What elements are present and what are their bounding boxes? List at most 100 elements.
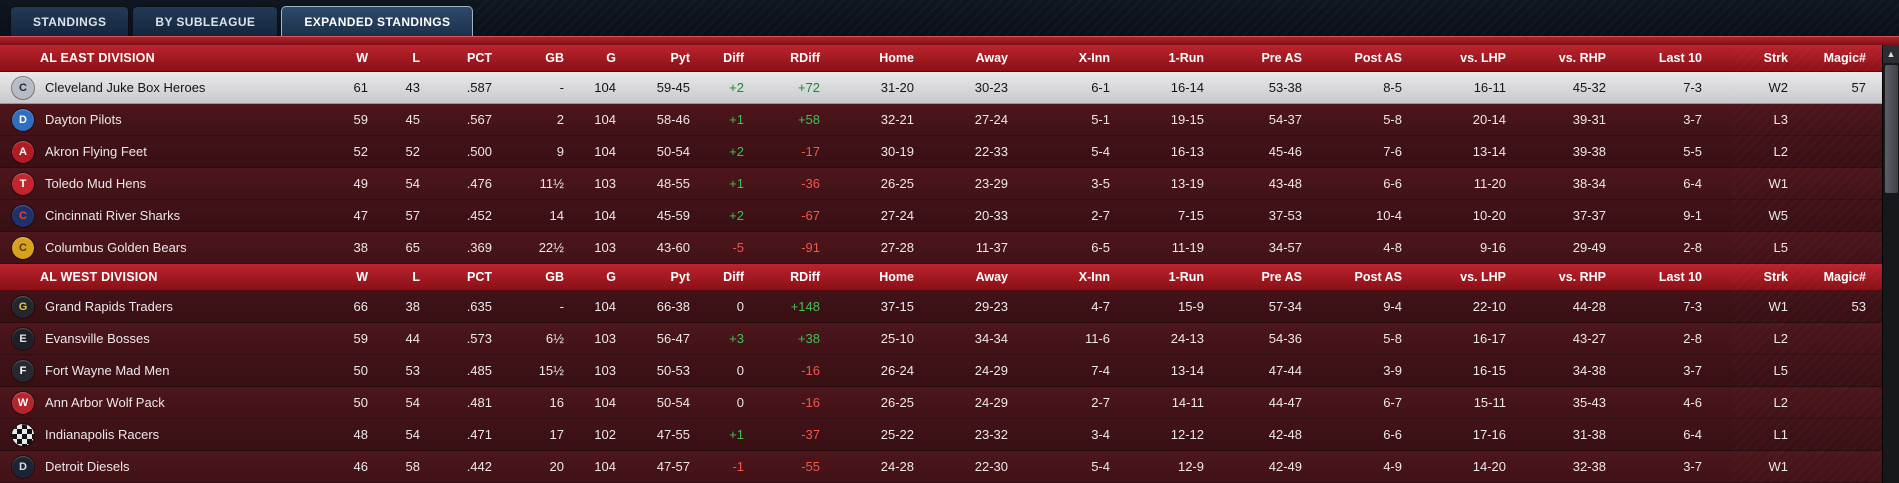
team-cell: D Dayton Pilots [0,104,332,135]
stat-vsrhp: 31-38 [1572,427,1606,442]
stat-g: 103 [594,363,616,378]
stat-away: 24-29 [974,395,1008,410]
stat-last10: 6-4 [1683,427,1702,442]
team-row[interactable]: F Fort Wayne Mad Men 50 53 .485 15½ 103 50-53 0 -… [0,355,1882,387]
stat-preas: 44-47 [1268,395,1302,410]
stat-magic [1804,136,1882,167]
column-header-diff: Diff [723,270,744,284]
stat-diff: 0 [736,363,744,378]
stat-last10: 3-7 [1683,459,1702,474]
stat-postas: 6-7 [1383,395,1402,410]
stat-w: 52 [353,144,368,159]
team-row[interactable]: T Toledo Mud Hens 49 54 .476 11½ 103 48-55 +1 -36… [0,168,1882,200]
team-logo-icon: C [12,204,34,227]
team-row[interactable]: E Evansville Bosses 59 44 .573 6½ 103 56-47 +3 +3… [0,323,1882,355]
stat-gb: 20 [549,459,564,474]
team-row[interactable]: D Dayton Pilots 59 45 .567 2 104 58-46 +1 +58 32-2… [0,104,1882,136]
stat-rdiff: -91 [801,240,820,255]
scrollbar[interactable]: ▲ [1882,45,1899,483]
stat-last10: 5-5 [1683,144,1702,159]
team-row[interactable]: A Akron Flying Feet 52 52 .500 9 104 50-54 +2 -17… [0,136,1882,168]
stat-g: 103 [594,331,616,346]
column-header-pre-as: Pre AS [1261,51,1302,65]
stat-gb: 14 [549,208,564,223]
team-row[interactable]: C Columbus Golden Bears 38 65 .369 22½ 103 43-6… [0,232,1882,264]
stat-gb: 2 [556,112,564,127]
stat-vslhp: 16-17 [1472,331,1506,346]
stat-strk: L2 [1773,144,1788,159]
standings-table: AL EAST DIVISION W L PCT GB G Pyt Diff RDiff Home… [0,45,1882,483]
stat-pct: .587 [466,80,492,95]
column-header-vs-lhp: vs. LHP [1460,270,1506,284]
stat-diff: +2 [729,80,744,95]
team-row[interactable]: G Grand Rapids Traders 66 38 .635 - 104 66-38 0 +… [0,291,1882,323]
scrollbar-thumb[interactable] [1884,65,1898,193]
stat-pyt: 47-55 [656,427,690,442]
team-logo-icon: T [12,172,34,195]
stat-onerun: 16-13 [1170,144,1204,159]
team-row[interactable]: C Cincinnati River Sharks 47 57 .452 14 104 45-… [0,200,1882,232]
column-header-1-run: 1-Run [1168,51,1204,65]
team-row[interactable]: Indianapolis Racers 48 54 .471 17 102 47-55 +1 -… [0,419,1882,451]
column-header-away: Away [975,51,1008,65]
stat-xinn: 2-7 [1091,208,1110,223]
stat-pyt: 47-57 [656,459,690,474]
stat-xinn: 6-5 [1091,240,1110,255]
column-header-pct: PCT [467,51,492,65]
stat-pyt: 59-45 [656,80,690,95]
column-header-home: Home [879,270,914,284]
stat-magic [1804,104,1882,135]
stat-l: 54 [405,427,420,442]
stat-pct: .567 [466,112,492,127]
scroll-up-arrow[interactable]: ▲ [1882,45,1899,63]
stat-postas: 6-6 [1383,427,1402,442]
stat-diff: +1 [729,427,744,442]
column-header-strk: Strk [1763,270,1788,284]
stat-away: 29-23 [974,299,1008,314]
team-row[interactable]: C Cleveland Juke Box Heroes 61 43 .587 - 104 59… [0,72,1882,104]
stat-gb: 16 [549,395,564,410]
column-header-gb: GB [545,270,564,284]
stat-diff: +1 [729,176,744,191]
stat-home: 31-20 [880,80,914,95]
tab-by-subleague[interactable]: BY SUBLEAGUE [132,6,279,36]
team-row[interactable]: W Ann Arbor Wolf Pack 50 54 .481 16 104 50-54 0 -… [0,387,1882,419]
stat-rdiff: +38 [797,331,820,346]
column-header-pyt: Pyt [670,270,690,284]
team-logo-icon: A [12,140,34,163]
stat-preas: 37-53 [1268,208,1302,223]
column-header-vs-lhp: vs. LHP [1460,51,1506,65]
stat-w: 46 [353,459,368,474]
team-logo-icon: G [12,295,34,318]
stat-w: 38 [353,240,368,255]
team-row[interactable]: D Detroit Diesels 46 58 .442 20 104 47-57 -1 -55 2… [0,451,1882,483]
stat-l: 43 [405,80,420,95]
stat-g: 103 [594,240,616,255]
stat-vslhp: 17-16 [1472,427,1506,442]
stat-diff: +2 [729,208,744,223]
tab-expanded-standings[interactable]: EXPANDED STANDINGS [281,6,474,36]
division-header-row: AL WEST DIVISION W L PCT GB G Pyt Diff RDiff Home… [0,264,1882,291]
stat-last10: 9-1 [1683,208,1702,223]
tab-standings[interactable]: STANDINGS [10,6,130,36]
stat-w: 61 [353,80,368,95]
stat-magic [1804,355,1882,386]
stat-l: 65 [405,240,420,255]
stat-xinn: 5-4 [1091,459,1110,474]
stat-pyt: 45-59 [656,208,690,223]
stat-preas: 54-36 [1268,331,1302,346]
team-logo-icon: D [12,108,34,131]
stat-w: 50 [353,395,368,410]
stat-preas: 34-57 [1268,240,1302,255]
stat-strk: W1 [1768,459,1789,474]
team-logo-icon: D [12,455,34,478]
stat-rdiff: -37 [801,427,820,442]
stat-preas: 57-34 [1268,299,1302,314]
stat-pct: .485 [466,363,492,378]
column-header-diff: Diff [723,51,744,65]
team-name: Toledo Mud Hens [45,176,147,191]
stat-postas: 5-8 [1383,112,1402,127]
stat-gb: - [559,80,564,95]
stat-last10: 3-7 [1683,112,1702,127]
stat-rdiff: -16 [801,395,820,410]
